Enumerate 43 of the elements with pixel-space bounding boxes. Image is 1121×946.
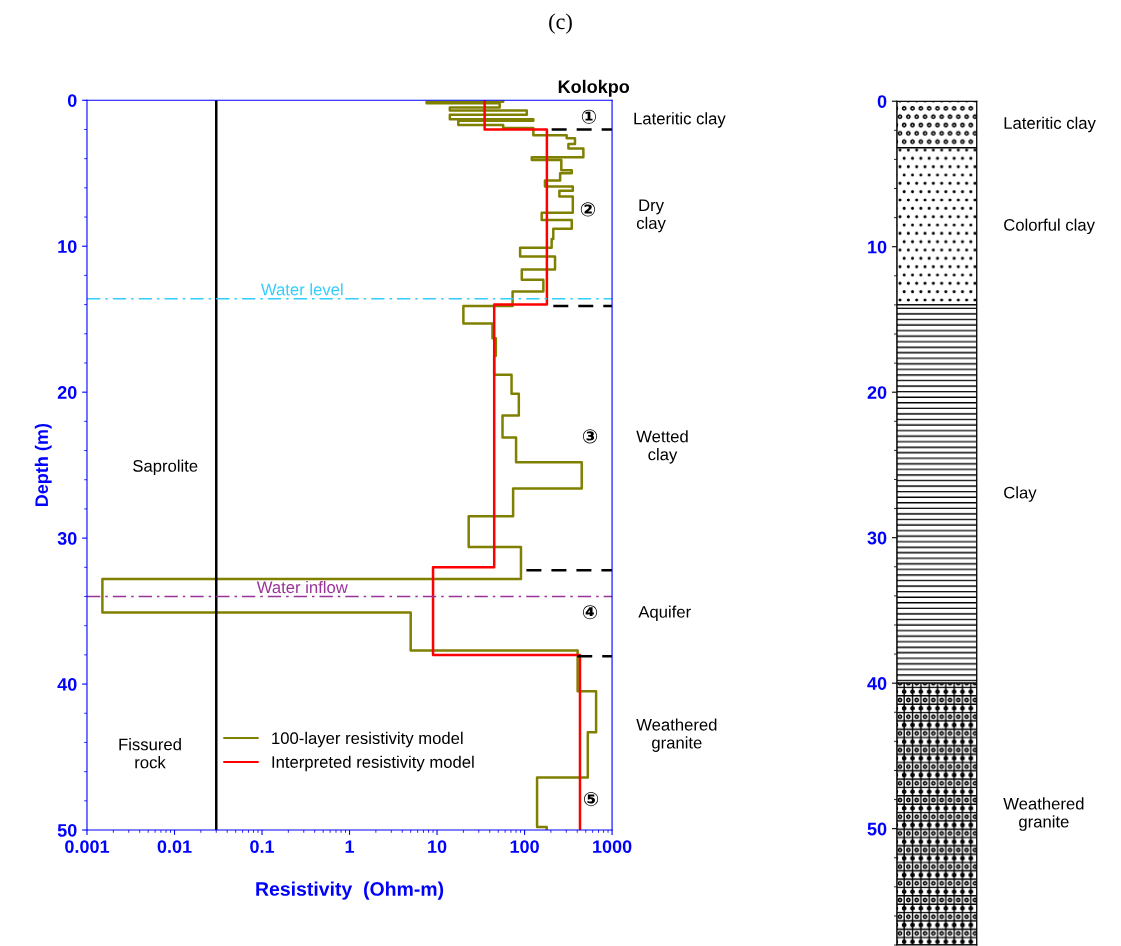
annotation: ⑤ bbox=[583, 791, 599, 807]
series-label: Lateritic clay bbox=[1004, 116, 1096, 133]
text: Wetted clay bbox=[636, 430, 688, 464]
text: Weathered granite bbox=[636, 718, 717, 752]
x-axis-title: Resistivity (Ohm-m) bbox=[256, 881, 444, 900]
y-tick-label: 50 bbox=[57, 823, 77, 837]
text: Aquifer bbox=[638, 605, 691, 622]
legend-label: Interpreted resistivity model bbox=[272, 755, 474, 772]
x-tick-label: 10 bbox=[428, 840, 447, 854]
y-tick-label: 10 bbox=[58, 240, 77, 253]
y-axis-title: Depth (m) bbox=[34, 423, 52, 507]
text: Dry clay bbox=[636, 199, 666, 233]
y-tick-label: 50 bbox=[867, 822, 887, 836]
y-tick-label: 10 bbox=[868, 240, 887, 254]
x-tick-label: 0.1 bbox=[250, 840, 275, 854]
x-tick-label: 0.001 bbox=[65, 840, 110, 854]
annotation: ② bbox=[580, 202, 596, 217]
annotation: ① bbox=[581, 109, 597, 124]
ref-line-label: Water inflow bbox=[256, 580, 348, 594]
annotation: Saprolite bbox=[133, 459, 198, 476]
series-label: Clay bbox=[1004, 486, 1037, 502]
annotation: Fissured rock bbox=[119, 738, 181, 769]
y-tick-label: 20 bbox=[57, 386, 77, 399]
chart-subtitle: Kolokpo bbox=[558, 79, 630, 97]
y-tick-label: 0 bbox=[67, 94, 77, 107]
x-tick-label: 100 bbox=[510, 840, 539, 854]
y-tick-label: 20 bbox=[867, 386, 887, 399]
series-label: Colorful clay bbox=[1004, 218, 1095, 235]
y-tick-label: 30 bbox=[867, 531, 887, 545]
y-tick-label: 0 bbox=[877, 95, 887, 108]
ref-line-label: Water level bbox=[260, 283, 343, 296]
y-tick-label: 40 bbox=[57, 678, 77, 691]
annotation: ③ bbox=[582, 429, 598, 444]
y-tick-label: 30 bbox=[57, 532, 77, 545]
x-tick-label: 1000 bbox=[593, 840, 632, 854]
x-tick-label: 1 bbox=[345, 840, 355, 853]
legend-label: 100-layer resistivity model bbox=[272, 731, 463, 748]
y-tick-label: 40 bbox=[867, 677, 887, 690]
series-label: Weathered granite bbox=[1003, 797, 1084, 831]
text: Lateritic clay bbox=[634, 112, 726, 128]
annotation: ④ bbox=[582, 605, 598, 620]
x-tick-label: 0.01 bbox=[157, 840, 192, 854]
chart-title: (c) bbox=[549, 13, 572, 34]
